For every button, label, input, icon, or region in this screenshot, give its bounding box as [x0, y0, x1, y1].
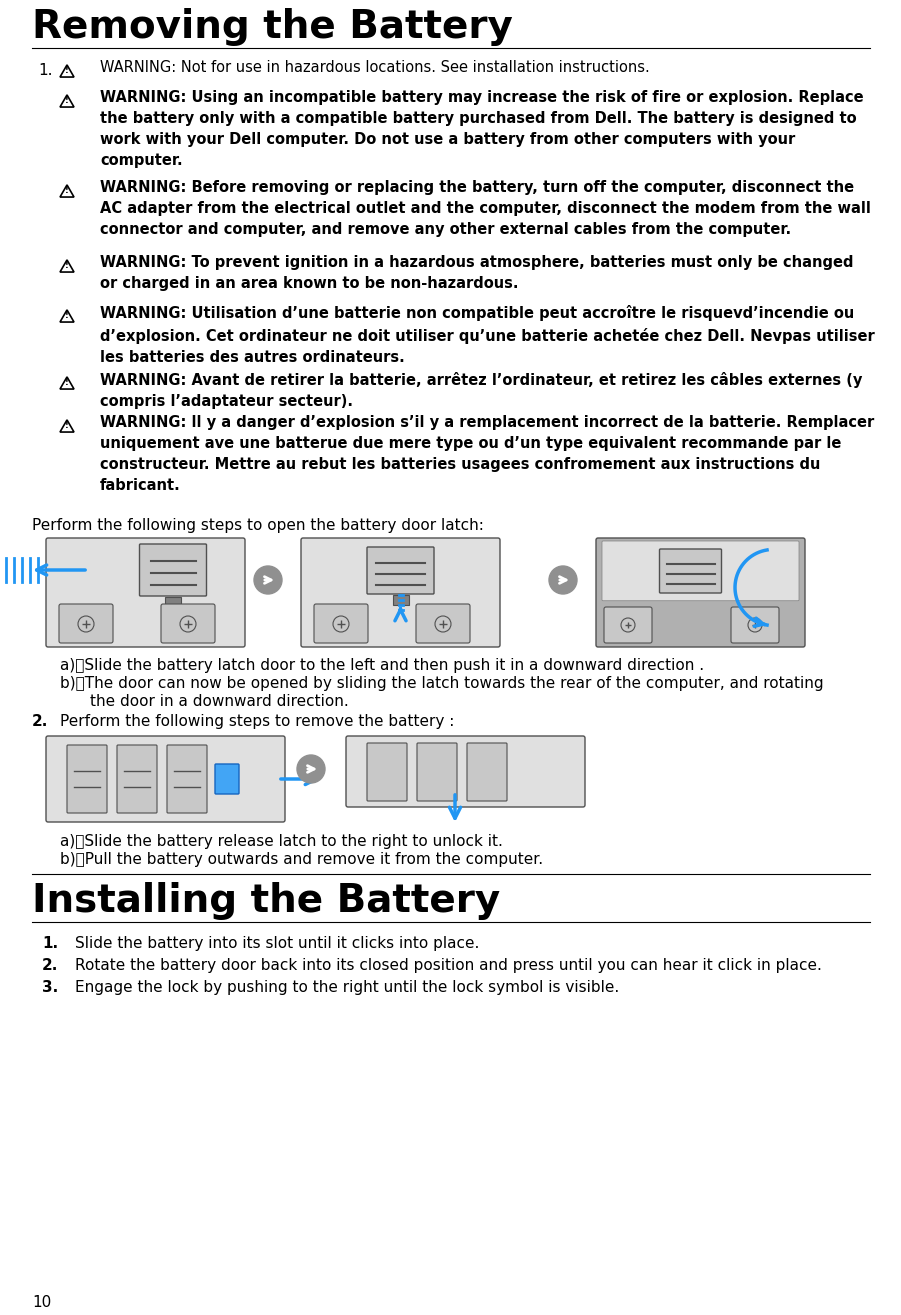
FancyBboxPatch shape [604, 608, 652, 643]
FancyBboxPatch shape [161, 604, 215, 643]
Circle shape [254, 565, 282, 594]
Text: 1.: 1. [38, 63, 52, 78]
Text: a)	Slide the battery latch door to the left and then push it in a downward direc: a) Slide the battery latch door to the l… [60, 658, 704, 673]
FancyBboxPatch shape [59, 604, 113, 643]
FancyBboxPatch shape [117, 746, 157, 813]
Text: !: ! [65, 96, 69, 105]
FancyBboxPatch shape [165, 597, 181, 608]
Text: Installing the Battery: Installing the Battery [32, 882, 500, 920]
Text: WARNING: Using an incompatible battery may increase the risk of fire or explosio: WARNING: Using an incompatible battery m… [100, 89, 864, 168]
FancyBboxPatch shape [46, 736, 285, 822]
FancyBboxPatch shape [346, 736, 585, 807]
Circle shape [297, 755, 325, 782]
Text: !: ! [65, 66, 69, 75]
Text: !: ! [65, 262, 69, 270]
FancyBboxPatch shape [140, 544, 206, 596]
Text: 2.: 2. [32, 714, 49, 729]
FancyBboxPatch shape [301, 538, 500, 647]
Text: the door in a downward direction.: the door in a downward direction. [90, 694, 349, 709]
FancyBboxPatch shape [46, 538, 245, 647]
FancyBboxPatch shape [167, 746, 207, 813]
FancyBboxPatch shape [602, 540, 799, 601]
Text: a)	Slide the battery release latch to the right to unlock it.: a) Slide the battery release latch to th… [60, 834, 503, 849]
Text: Engage the lock by pushing to the right until the lock symbol is visible.: Engage the lock by pushing to the right … [75, 980, 619, 995]
Text: 1.: 1. [42, 936, 59, 951]
FancyBboxPatch shape [393, 594, 408, 605]
FancyBboxPatch shape [596, 538, 805, 647]
Text: !: ! [65, 421, 69, 430]
FancyBboxPatch shape [660, 548, 722, 593]
Text: WARNING: Utilisation d’une batterie non compatible peut accroître le risquevd’in: WARNING: Utilisation d’une batterie non … [100, 305, 875, 364]
Text: 2.: 2. [42, 959, 59, 973]
FancyBboxPatch shape [417, 743, 457, 801]
Text: Perform the following steps to open the battery door latch:: Perform the following steps to open the … [32, 518, 484, 533]
FancyBboxPatch shape [731, 608, 779, 643]
Text: WARNING: Not for use in hazardous locations. See installation instructions.: WARNING: Not for use in hazardous locati… [100, 60, 650, 75]
FancyBboxPatch shape [367, 547, 434, 594]
Text: Slide the battery into its slot until it clicks into place.: Slide the battery into its slot until it… [75, 936, 479, 951]
Text: 10: 10 [32, 1295, 51, 1310]
Text: WARNING: ll y a danger d’explosion s’il y a remplacement incorrect de la batteri: WARNING: ll y a danger d’explosion s’il … [100, 416, 874, 493]
Text: b)	Pull the battery outwards and remove it from the computer.: b) Pull the battery outwards and remove … [60, 852, 543, 867]
FancyBboxPatch shape [215, 764, 239, 794]
Text: Removing the Battery: Removing the Battery [32, 8, 513, 46]
Text: Perform the following steps to remove the battery :: Perform the following steps to remove th… [60, 714, 454, 729]
FancyBboxPatch shape [416, 604, 470, 643]
FancyBboxPatch shape [467, 743, 507, 801]
Text: !: ! [65, 185, 69, 195]
Text: !: ! [65, 312, 69, 320]
FancyBboxPatch shape [314, 604, 368, 643]
Text: !: ! [65, 377, 69, 387]
Text: WARNING: Avant de retirer la batterie, arrêtez l’ordinateur, et retirez les câbl: WARNING: Avant de retirer la batterie, a… [100, 372, 862, 409]
Text: 3.: 3. [42, 980, 59, 995]
Text: Rotate the battery door back into its closed position and press until you can he: Rotate the battery door back into its cl… [75, 959, 822, 973]
FancyBboxPatch shape [367, 743, 407, 801]
Text: b)	The door can now be opened by sliding the latch towards the rear of the compu: b) The door can now be opened by sliding… [60, 676, 824, 690]
Circle shape [549, 565, 577, 594]
FancyBboxPatch shape [67, 746, 107, 813]
Text: WARNING: Before removing or replacing the battery, turn off the computer, discon: WARNING: Before removing or replacing th… [100, 180, 871, 237]
Text: WARNING: To prevent ignition in a hazardous atmosphere, batteries must only be c: WARNING: To prevent ignition in a hazard… [100, 255, 853, 291]
